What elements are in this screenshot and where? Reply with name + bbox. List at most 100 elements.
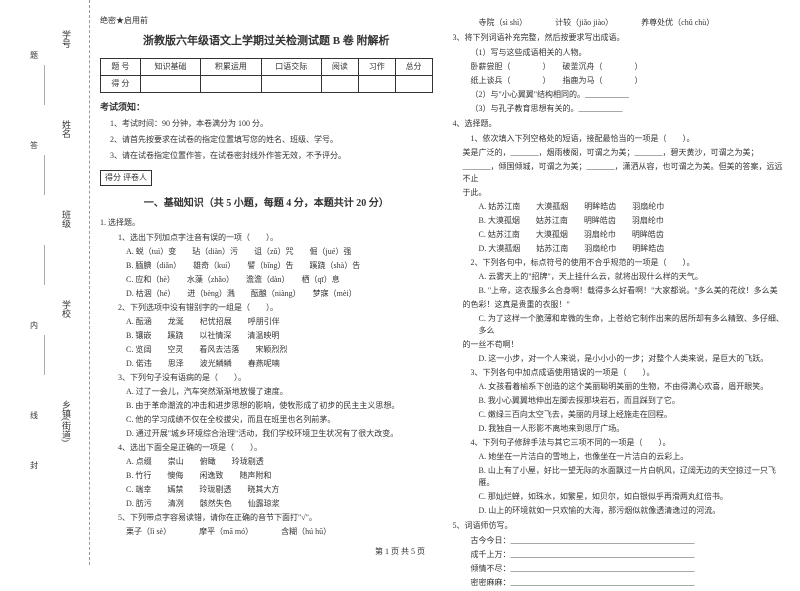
notice-1: 1、考试时间：90 分钟，本卷满分为 100 分。 — [110, 118, 433, 130]
q1-5a: 栗子（lì sè） 摩平（mā mó） 含糊（hú hū） — [126, 526, 433, 538]
r-q4cB: B. 我小心翼翼地伸出左脚去探那块岩石，而且踩到了它。 — [479, 395, 786, 407]
r-q4c: 3、下列各句中加点成语使用错误的一项是（ ）。 — [471, 367, 786, 379]
right-column: 寺院（sì shì） 计较（jiǎo jiào） 养尊处优（chǔ chù） 3… — [453, 15, 786, 591]
sidebar-label-school: 学校 — [60, 300, 73, 318]
r-q3a1: 卧薪尝胆（ ） 破釜沉舟（ ） — [471, 61, 786, 73]
r-q4a: 1、依次填入下列空格处的短语，接配最恰当的一项是（ ）。 — [471, 133, 786, 145]
q1-1a: A. 蜕（tuì）变 玷（diàn）污 诅（zǔ）咒 倔（jué）强 — [126, 246, 433, 258]
q1-1b: B. 腼腆（diǎn） 雄奇（kuí） 譬（bǐng）告 蹊跷（shà）告 — [126, 260, 433, 272]
q1-4a: A. 点缀 崇山 俯瞰 玲珑剔透 — [126, 456, 433, 468]
r-q4oA: A. 姑苏江南 大漠孤烟 明眸皓齿 羽扇纶巾 — [479, 201, 786, 213]
r-q4d: 4、下列句子修辞手法与其它三项不同的一项是（ ）。 — [471, 437, 786, 449]
sidebar-label-town: 乡镇(街道) — [60, 400, 73, 442]
r-q4cC: C. 嫩绿三百向太空飞去，美丽的月球上经施走在回程。 — [479, 409, 786, 421]
r-q4bC2: 的一丝不苟啊！ — [463, 339, 786, 351]
q1-4b: B. 竹行 懊侮 闲逸致 随声附和 — [126, 470, 433, 482]
r-q4b: 2、下列各句中，标点符号的使用不合乎规范的一项是（ ）。 — [471, 257, 786, 269]
r-q4dC: C. 那灿烂蝉，如珠水，如繁星，如贝尔，如白银似乎再滑两丸红倍书。 — [479, 491, 786, 503]
th-5: 习作 — [358, 58, 395, 75]
mark-4: 线 — [30, 410, 38, 421]
q1-2c: C. 览阔 空灵 看风去洁落 宋颖烈烈 — [126, 344, 433, 356]
q1-4d: D. 肪污 清冽 骸然失色 仙露琼浆 — [126, 498, 433, 510]
q1-3a: A. 过了一会儿，汽车突然渐渐地放慢了速度。 — [126, 386, 433, 398]
r-q3a: （1）写与这些成语相关的人物。 — [471, 47, 786, 59]
td-6[interactable] — [395, 75, 432, 92]
q1-1c: C. 应和（hè） 水藻（zhǎo） 澹澹（dàn） 栖（qī）息 — [126, 274, 433, 286]
r-q5: 5、词语师仿写。 — [453, 520, 786, 532]
th-1: 知识基础 — [140, 58, 200, 75]
mark-2: 答 — [30, 140, 38, 151]
r-q4a2: _______，倾国倾城，可谓之为美；_______，潇洒从容，也可谓之为美。但… — [463, 161, 786, 185]
binding-sidebar: 学号 姓名 班级 学校 乡镇(街道) 题 答 内 线 封 — [0, 0, 90, 565]
main-content: 绝密★启用前 浙教版六年级语文上学期过关检测试题 B 卷 附解析 题 号 知识基… — [100, 15, 785, 591]
r-line1: 寺院（sì shì） 计较（jiǎo jiào） 养尊处优（chǔ chù） — [479, 17, 786, 29]
vline-3 — [44, 245, 45, 285]
mark-5: 封 — [30, 460, 38, 471]
sidebar-label-id: 学号 — [60, 30, 73, 48]
sidebar-label-class: 班级 — [60, 210, 73, 228]
left-column: 绝密★启用前 浙教版六年级语文上学期过关检测试题 B 卷 附解析 题 号 知识基… — [100, 15, 433, 591]
notice-3: 3、请在试卷指定位置作答，在试卷密封线外作答无效，不予评分。 — [110, 150, 433, 162]
score-table: 题 号 知识基础 积累运用 口语交际 阅读 习作 总分 得 分 — [100, 58, 433, 93]
mark-1: 题 — [30, 50, 38, 61]
r-q4cA: A. 女孩看着榆系下创造的这个美丽聪明美丽的生物，不由得满心欢喜，眉开眼笑。 — [479, 381, 786, 393]
q1-2a: A. 酝涵 龙涎 杞忧招展 呼朋引伴 — [126, 316, 433, 328]
page-footer: 第 1 页 共 5 页 — [0, 546, 800, 557]
vline-1 — [44, 65, 45, 105]
mark-3: 内 — [30, 320, 38, 331]
notice-head: 考试须知： — [100, 101, 433, 115]
r-q3a2: 纸上谈兵（ ） 指鹿为马（ ） — [471, 75, 786, 87]
th-4: 阅读 — [321, 58, 358, 75]
table-row: 题 号 知识基础 积累运用 口语交际 阅读 习作 总分 — [101, 58, 433, 75]
td-1[interactable] — [140, 75, 200, 92]
exam-title: 浙教版六年级语文上学期过关检测试题 B 卷 附解析 — [100, 33, 433, 50]
q1-1d: D. 枯涸（hé） 迸（bèng）溅 酝酿（niàng） 梦寐（mèi） — [126, 288, 433, 300]
r-q4dB: B. 山上有了小屋，好比一望无际的水面飘过一片白帆风，辽阔无边的天空掠过一只飞雁… — [479, 465, 786, 489]
td-score: 得 分 — [101, 75, 141, 92]
table-row: 得 分 — [101, 75, 433, 92]
th-3: 口语交际 — [261, 58, 321, 75]
th-num: 题 号 — [101, 58, 141, 75]
section-a-title: 一、基础知识（共 5 小题，每题 4 分，本题共计 20 分） — [100, 196, 433, 211]
r-q4a3: 于此。 — [463, 187, 786, 199]
r-q4oC: C. 姑苏江南 大漠孤烟 羽扇纶巾 明眸皓齿 — [479, 229, 786, 241]
r-q4a1: 美是广泛的，_______，烟雨楼阁，可谓之为美；_______，碧天黄沙，可谓… — [463, 147, 786, 159]
r-q4bB: B. "上帝，这衣服多么合身啊！载得多么好看啊！"大家都说。"多么美的花纹！多么… — [479, 285, 786, 297]
r-q4oB: B. 大漠孤烟 姑苏江南 明眸皓齿 羽扇纶巾 — [479, 215, 786, 227]
q1: 1. 选择题。 — [100, 217, 433, 229]
r-q4bC: C. 为了这样一个脆薄和卑微的生命，上苍给它制作出来的居所却有多么精致、多仔细、… — [479, 313, 786, 337]
notice-2: 2、请首先按要求在试卷的指定位置填写您的姓名、班级、学号。 — [110, 134, 433, 146]
r-q3: 3、将下列词语补充完整，然后按要求写出成语。 — [453, 32, 786, 44]
q1-3d: D. 通过开展"城乡环境综合治理"活动，我们学校环境卫生状况有了很大改变。 — [126, 428, 433, 440]
q1-4: 4、选出下面全是正确的一项是（ ）。 — [118, 442, 433, 454]
th-2: 积累运用 — [201, 58, 261, 75]
vline-4 — [44, 335, 45, 375]
q1-3: 3、下列句子没有语病的是（ ）。 — [118, 372, 433, 384]
r-q4bB2: 的色彩！这真是贵重的衣服！" — [463, 299, 786, 311]
r-q4dD: D. 山上的环境就如一只欢愉的大海，那污烟似就像透清逸过的河流。 — [479, 505, 786, 517]
td-2[interactable] — [201, 75, 261, 92]
secret-label: 绝密★启用前 — [100, 15, 433, 27]
r-q4bD: D. 这一小步，对一个人来说，是小小小的一步；对整个人类来说，是巨大的飞跃。 — [479, 353, 786, 365]
td-3[interactable] — [261, 75, 321, 92]
r-q3b: （2）与"小心翼翼"结构相同的。___________ — [471, 89, 786, 101]
score-box: 得分 评卷人 — [100, 170, 152, 186]
q1-1: 1、选出下列加点字注音有误的一项（ ）。 — [118, 232, 433, 244]
vline-2 — [44, 155, 45, 195]
q1-2d: D. 偌违 思泽 波光鳞鳞 春燕呢喃 — [126, 358, 433, 370]
q1-2b: B. 镶嵌 蹊跷 以社情深 清温映明 — [126, 330, 433, 342]
r-q5d: 密密麻麻：___________________________________… — [471, 577, 786, 589]
sidebar-label-name: 姓名 — [60, 120, 73, 138]
q1-3c: C. 他的学习成绩不仅在全校拔尖，而且在班里也名列前茅。 — [126, 414, 433, 426]
th-6: 总分 — [395, 58, 432, 75]
r-q4cD: D. 我独自一人形影不离地来到思厅广场。 — [479, 423, 786, 435]
td-4[interactable] — [321, 75, 358, 92]
r-q4dA: A. 她坐在一片洁白的雪地上，也像坐在一片洁白的云彩上。 — [479, 451, 786, 463]
td-5[interactable] — [358, 75, 395, 92]
q1-5: 5、下列带点字容易读错，请你在正确的音节下面打"√"。 — [118, 512, 433, 524]
q1-3b: B. 由于革命潮流的冲击和进步思想的影响，使牧形成了初步的民主主义思想。 — [126, 400, 433, 412]
q1-2: 2、下列选项中没有错别字的一组是（ ）。 — [118, 302, 433, 314]
q1-4c: C. 端幸 嫣禁 玲珑剔透 晓其大方 — [126, 484, 433, 496]
r-q3c: （3）与孔子教育思想有关的。___________ — [471, 103, 786, 115]
r-q4bA: A. 云雾天上的"招牌"，天上挂什么云，就将出现什么样的天气。 — [479, 271, 786, 283]
